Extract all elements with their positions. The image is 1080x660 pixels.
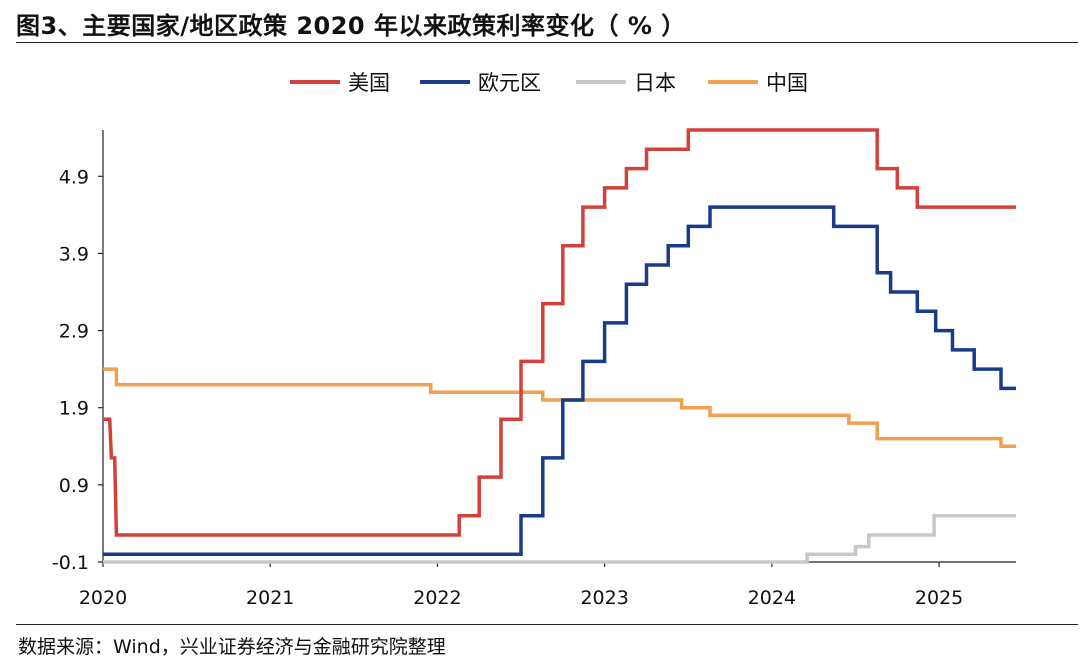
x-tick-label: 2022 (413, 587, 461, 609)
source-divider (16, 624, 1078, 625)
chart-axes: -0.1 0.9 1.9 2.9 3.9 4.9 2020 2021 2022 2023 2024 2… (52, 130, 1016, 609)
legend-label-1: 欧元区 (478, 71, 541, 95)
series-line-2 (103, 513, 1016, 564)
x-tick-label: 2021 (246, 587, 294, 609)
y-tick-label: 0.9 (59, 475, 89, 497)
x-tick-label: 2020 (79, 587, 127, 609)
y-tick-label: 1.9 (59, 398, 89, 420)
y-tick-label: 4.9 (59, 166, 89, 188)
legend-label-0: 美国 (348, 71, 390, 95)
legend-label-3: 中国 (766, 71, 808, 95)
y-tick-label: -0.1 (52, 552, 89, 574)
legend-label-2: 日本 (634, 71, 676, 95)
chart-series-group (103, 128, 1016, 564)
series-line-1 (103, 205, 1016, 557)
x-tick-label: 2024 (748, 587, 796, 609)
y-tick-label: 3.9 (59, 243, 89, 265)
x-tick-label: 2025 (915, 587, 963, 609)
source-note: 数据来源：Wind，兴业证券经济与金融研究院整理 (18, 636, 446, 658)
series-line-0 (103, 128, 1016, 537)
title-divider (16, 42, 1078, 43)
y-tick-label: 2.9 (59, 321, 89, 343)
figure-title: 图3、主要国家/地区政策 2020 年以来政策利率变化（ % ） (16, 12, 686, 40)
chart-legend: 美国 欧元区 日本 中国 (290, 71, 808, 95)
series-line-3 (103, 367, 1016, 449)
policy-rate-chart: 美国 欧元区 日本 中国 -0.1 0.9 1.9 2.9 3.9 4.9 2020 2021 202… (52, 71, 1016, 609)
x-tick-label: 2023 (580, 587, 628, 609)
